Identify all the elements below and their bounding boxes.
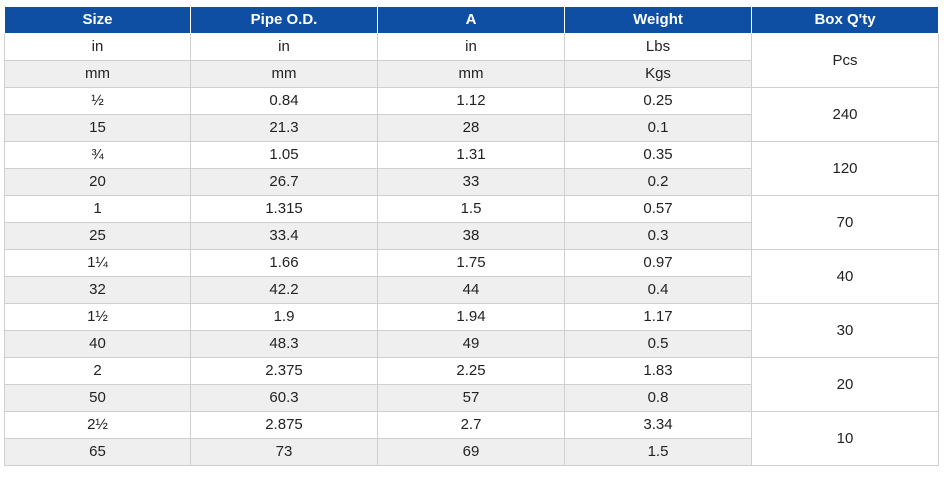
table-cell: 20	[4, 168, 191, 196]
table-cell: 1¼	[4, 249, 191, 277]
table-row-in: 1 1.315 1.5 0.57 70	[4, 195, 939, 250]
table-cell: 2	[4, 357, 191, 385]
table-cell: 25	[4, 222, 191, 250]
table-cell: 1.5	[564, 438, 752, 466]
table-cell: 15	[4, 114, 191, 142]
table-cell: 0.84	[190, 87, 378, 115]
table-cell: 0.35	[564, 141, 752, 169]
table-cell: 0.57	[564, 195, 752, 223]
table-cell: 65	[4, 438, 191, 466]
table-cell: 1.75	[377, 249, 565, 277]
table-cell: 42.2	[190, 276, 378, 304]
table-cell: 0.1	[564, 114, 752, 142]
table-row-mm: 50 60.3 57 0.8	[4, 384, 939, 412]
header-weight: Weight	[564, 6, 752, 34]
table-row-in: 1¼ 1.66 1.75 0.97 40	[4, 249, 939, 304]
table-cell: 1.66	[190, 249, 378, 277]
table-cell: 2.25	[377, 357, 565, 385]
table-row-mm: 65 73 69 1.5	[4, 438, 939, 466]
table-cell: 48.3	[190, 330, 378, 358]
header-pipe-od: Pipe O.D.	[190, 6, 378, 34]
header-size: Size	[4, 6, 191, 34]
table-cell: 0.3	[564, 222, 752, 250]
unit-cell: mm	[377, 60, 565, 88]
table-cell: 1.83	[564, 357, 752, 385]
table-row-in: 2½ 2.875 2.7 3.34 10	[4, 411, 939, 466]
table-cell: 2.875	[190, 411, 378, 439]
table-cell: 33.4	[190, 222, 378, 250]
table-cell: 1.12	[377, 87, 565, 115]
header-a: A	[377, 6, 565, 34]
table-cell: 2.375	[190, 357, 378, 385]
table-row-in: ¾ 1.05 1.31 0.35 120	[4, 141, 939, 196]
unit-cell: in	[4, 33, 191, 61]
table-cell: 28	[377, 114, 565, 142]
table-cell: 1.315	[190, 195, 378, 223]
table-cell: 0.8	[564, 384, 752, 412]
table-row-in: 1½ 1.9 1.94 1.17 30	[4, 303, 939, 358]
box-qty-cell: 40	[751, 249, 939, 304]
table-cell: 2½	[4, 411, 191, 439]
box-qty-cell: 240	[751, 87, 939, 142]
table-row-in: ½ 0.84 1.12 0.25 240	[4, 87, 939, 142]
unit-cell: Kgs	[564, 60, 752, 88]
table-cell: 49	[377, 330, 565, 358]
table-cell: 73	[190, 438, 378, 466]
table-body: in in in Lbs Pcs mm mm mm Kgs ½ 0.84 1.12 0…	[4, 33, 939, 466]
table-row-mm: 25 33.4 38 0.3	[4, 222, 939, 250]
table-cell: 1½	[4, 303, 191, 331]
table-cell: 38	[377, 222, 565, 250]
table-cell: ¾	[4, 141, 191, 169]
table-cell: 21.3	[190, 114, 378, 142]
table-cell: 1.9	[190, 303, 378, 331]
units-row-mm: mm mm mm Kgs	[4, 60, 939, 88]
table-cell: 50	[4, 384, 191, 412]
table-row-mm: 15 21.3 28 0.1	[4, 114, 939, 142]
table-cell: 60.3	[190, 384, 378, 412]
box-qty-cell: 10	[751, 411, 939, 466]
table-cell: 1.17	[564, 303, 752, 331]
table-cell: 26.7	[190, 168, 378, 196]
table-cell: 0.2	[564, 168, 752, 196]
spec-table: Size Pipe O.D. A Weight Box Q'ty in in i…	[4, 6, 939, 466]
unit-box-cell: Pcs	[751, 33, 939, 88]
unit-cell: Lbs	[564, 33, 752, 61]
table-row-in: 2 2.375 2.25 1.83 20	[4, 357, 939, 412]
table-cell: 3.34	[564, 411, 752, 439]
unit-cell: in	[377, 33, 565, 61]
table-cell: 0.4	[564, 276, 752, 304]
table-cell: ½	[4, 87, 191, 115]
table-cell: 1.5	[377, 195, 565, 223]
table-cell: 57	[377, 384, 565, 412]
table-cell: 1.94	[377, 303, 565, 331]
table-row-mm: 20 26.7 33 0.2	[4, 168, 939, 196]
table-cell: 0.25	[564, 87, 752, 115]
table-cell: 1.31	[377, 141, 565, 169]
table-header: Size Pipe O.D. A Weight Box Q'ty	[4, 6, 939, 34]
table-row-mm: 40 48.3 49 0.5	[4, 330, 939, 358]
table-cell: 44	[377, 276, 565, 304]
table-cell: 1.05	[190, 141, 378, 169]
table-cell: 33	[377, 168, 565, 196]
table-cell: 0.97	[564, 249, 752, 277]
box-qty-cell: 120	[751, 141, 939, 196]
units-row-in: in in in Lbs Pcs	[4, 33, 939, 88]
table-cell: 1	[4, 195, 191, 223]
table-cell: 69	[377, 438, 565, 466]
box-qty-cell: 20	[751, 357, 939, 412]
box-qty-cell: 70	[751, 195, 939, 250]
table-cell: 32	[4, 276, 191, 304]
table-cell: 40	[4, 330, 191, 358]
box-qty-cell: 30	[751, 303, 939, 358]
header-box-qty: Box Q'ty	[751, 6, 939, 34]
table-cell: 2.7	[377, 411, 565, 439]
unit-cell: mm	[190, 60, 378, 88]
table-cell: 0.5	[564, 330, 752, 358]
unit-cell: in	[190, 33, 378, 61]
header-row: Size Pipe O.D. A Weight Box Q'ty	[4, 6, 939, 34]
unit-cell: mm	[4, 60, 191, 88]
